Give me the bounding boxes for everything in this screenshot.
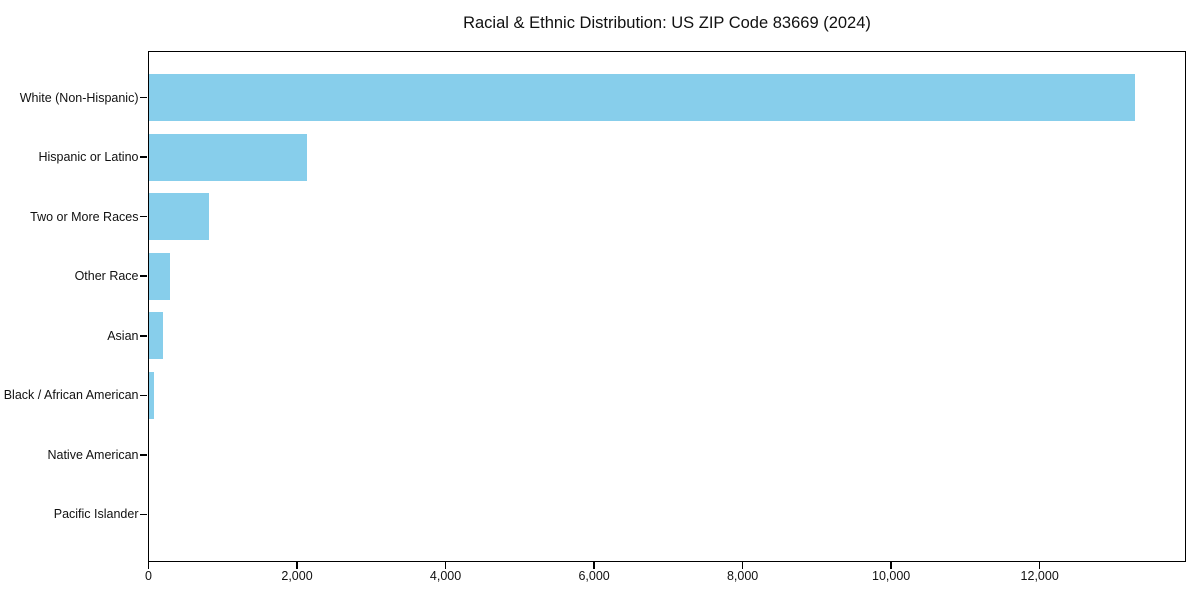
- x-axis-tick: [890, 560, 892, 569]
- chart-title: Racial & Ethnic Distribution: US ZIP Cod…: [463, 14, 871, 32]
- x-axis-label: 10,000: [872, 568, 911, 583]
- y-axis-label: White (Non-Hispanic): [19, 90, 139, 105]
- y-axis-tick: [140, 96, 147, 99]
- bar: [148, 252, 170, 300]
- x-axis-tick: [593, 560, 595, 569]
- x-axis-label: 0: [145, 568, 152, 583]
- x-axis-label: 4,000: [429, 568, 462, 583]
- x-axis-label: 8,000: [726, 568, 759, 583]
- x-axis-tick: [444, 560, 447, 569]
- y-axis-tick: [140, 215, 147, 218]
- y-axis-label: Native American: [47, 447, 139, 462]
- x-axis-tick: [741, 560, 744, 569]
- x-axis-tick: [1038, 560, 1041, 569]
- y-axis-label: Pacific Islander: [53, 507, 139, 522]
- y-axis-tick: [140, 335, 147, 337]
- bar: [148, 312, 163, 360]
- bar: [148, 193, 210, 241]
- x-axis-label: 2,000: [281, 568, 313, 583]
- y-axis-label: Two or More Races: [30, 209, 139, 224]
- y-axis-label: Asian: [107, 328, 139, 343]
- x-axis-tick: [147, 560, 150, 569]
- bar: [148, 133, 308, 181]
- plot-area: White (Non-Hispanic) Hispanic or Latino Tw…: [4, 50, 1186, 583]
- bar: [148, 371, 155, 419]
- y-axis-tick: [140, 156, 147, 158]
- x-axis-label: 12,000: [1020, 568, 1059, 583]
- y-axis-label: Black / African American: [3, 388, 139, 403]
- y-axis-label: Other Race: [74, 269, 139, 284]
- bar: [148, 74, 1136, 121]
- y-axis-label: Hispanic or Latino: [38, 150, 139, 165]
- y-axis-tick: [140, 454, 147, 456]
- y-axis-tick: [140, 513, 147, 516]
- x-axis-label: 6,000: [578, 568, 610, 583]
- x-axis-tick: [296, 560, 298, 569]
- y-axis-tick: [140, 275, 147, 277]
- y-axis-tick: [140, 394, 147, 397]
